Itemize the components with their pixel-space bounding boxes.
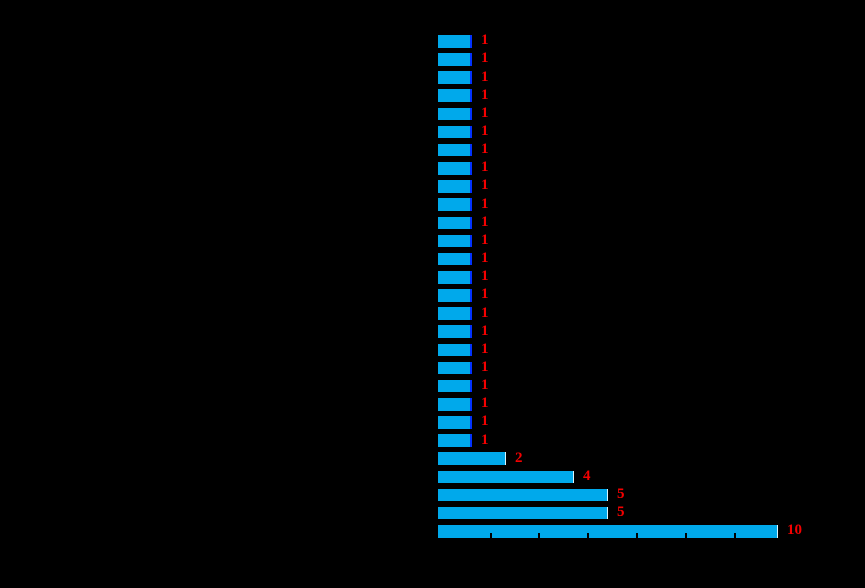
bar-value-label: 1: [481, 376, 489, 393]
bar-value-label: 1: [481, 213, 489, 230]
bar-value-label: 1: [481, 286, 489, 303]
bar-value-label: 1: [481, 104, 489, 121]
bar-value-label: 1: [481, 122, 489, 139]
x-axis-tick: [538, 533, 540, 541]
bar: [438, 107, 472, 121]
bar-value-label: 5: [617, 504, 625, 521]
bar: [438, 53, 472, 66]
bar: [438, 125, 472, 139]
bar-value-label: 1: [481, 231, 489, 248]
x-axis-tick: [587, 533, 589, 541]
bar-value-label: 1: [481, 322, 489, 339]
bar-value-label: 1: [481, 304, 489, 321]
bar: [438, 452, 506, 466]
bar: [438, 198, 472, 211]
bar-value-label: 1: [481, 358, 489, 375]
bar-value-label: 1: [481, 50, 489, 67]
bar-value-label: 1: [481, 195, 489, 212]
bar: [438, 470, 574, 484]
bar: [438, 361, 472, 375]
bar: [438, 71, 472, 84]
bar: [438, 270, 472, 284]
bar-value-label: 1: [481, 141, 489, 158]
bar-value-label: 10: [787, 522, 802, 539]
bar-value-label: 1: [481, 86, 489, 103]
bar: [438, 488, 608, 502]
bar: [438, 289, 472, 302]
bar-value-label: 1: [481, 159, 489, 176]
bar: [438, 506, 608, 520]
bar: [438, 434, 472, 447]
bar: [438, 143, 472, 157]
bar-value-label: 1: [481, 177, 489, 194]
bar: [438, 216, 472, 230]
bar: [438, 325, 472, 338]
bar: [438, 234, 472, 248]
bar-value-label: 4: [583, 467, 591, 484]
bar-value-label: 5: [617, 485, 625, 502]
bar-value-label: 1: [481, 32, 489, 49]
bar-value-label: 1: [481, 68, 489, 85]
x-axis-tick: [685, 533, 687, 541]
x-axis-tick: [490, 533, 492, 541]
bar: [438, 180, 472, 193]
bar: [438, 89, 472, 103]
bar-value-label: 1: [481, 395, 489, 412]
bar: [438, 162, 472, 175]
bar: [438, 307, 472, 320]
x-axis-tick: [636, 533, 638, 541]
bar: [438, 525, 778, 538]
bar-value-label: 2: [515, 449, 523, 466]
bar-value-label: 1: [481, 431, 489, 448]
bar: [438, 343, 472, 357]
bar: [438, 416, 472, 429]
bar-value-label: 1: [481, 268, 489, 285]
bar: [438, 379, 472, 393]
bar: [438, 252, 472, 266]
bar-value-label: 1: [481, 413, 489, 430]
bar: [438, 35, 472, 48]
bar-value-label: 1: [481, 340, 489, 357]
x-axis-tick: [734, 533, 736, 541]
bar: [438, 398, 472, 411]
bar-value-label: 1: [481, 249, 489, 266]
